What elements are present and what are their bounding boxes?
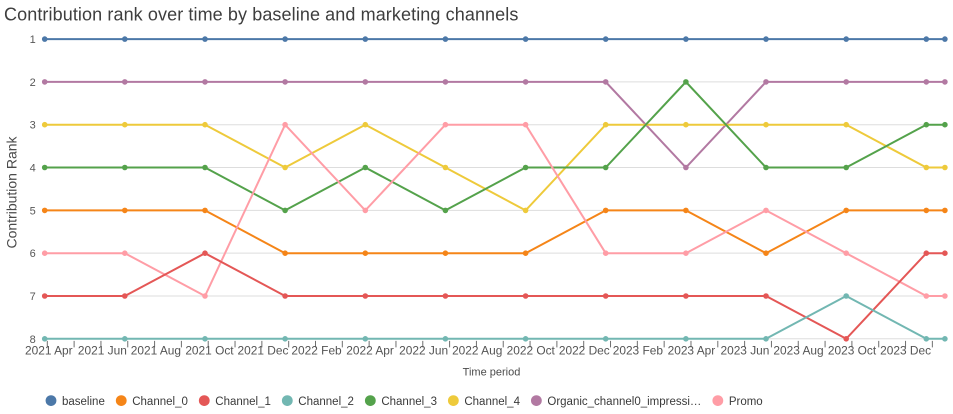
- svg-text:Contribution rank over time by: Contribution rank over time by baseline …: [4, 5, 518, 25]
- svg-text:7: 7: [30, 291, 36, 303]
- svg-text:1: 1: [30, 34, 36, 46]
- svg-text:2023 Apr: 2023 Apr: [668, 343, 716, 357]
- svg-text:5: 5: [30, 205, 36, 217]
- svg-text:2022 Jun: 2022 Jun: [399, 343, 448, 357]
- svg-text:Time period: Time period: [463, 367, 521, 379]
- svg-text:2022 Aug: 2022 Aug: [452, 343, 502, 357]
- svg-text:Contribution Rank: Contribution Rank: [4, 135, 20, 248]
- svg-text:6: 6: [30, 248, 36, 260]
- svg-text:2023 Aug: 2023 Aug: [773, 343, 823, 357]
- svg-text:Organic_channel0_impressi…: Organic_channel0_impressi…: [547, 396, 701, 408]
- svg-text:2021 Oct: 2021 Oct: [185, 343, 234, 357]
- svg-text:baseline: baseline: [62, 396, 105, 408]
- svg-text:8: 8: [30, 334, 36, 346]
- svg-text:2022 Feb: 2022 Feb: [291, 343, 342, 357]
- svg-text:2021 Dec: 2021 Dec: [238, 343, 289, 357]
- svg-text:2023 Feb: 2023 Feb: [613, 343, 664, 357]
- svg-text:2: 2: [30, 77, 36, 89]
- svg-text:2021 Jun: 2021 Jun: [78, 343, 127, 357]
- svg-text:Channel_0: Channel_0: [132, 396, 188, 408]
- svg-text:Promo: Promo: [729, 396, 763, 408]
- svg-text:2021 Apr: 2021 Apr: [25, 343, 73, 357]
- svg-text:Channel_3: Channel_3: [381, 396, 437, 408]
- svg-text:Channel_2: Channel_2: [298, 396, 354, 408]
- svg-text:2022 Oct: 2022 Oct: [507, 343, 556, 357]
- svg-text:Channel_1: Channel_1: [215, 396, 271, 408]
- svg-text:2022 Apr: 2022 Apr: [346, 343, 394, 357]
- svg-text:4: 4: [30, 163, 36, 175]
- svg-text:2023 Oct: 2023 Oct: [828, 343, 877, 357]
- svg-text:2021 Aug: 2021 Aug: [131, 343, 181, 357]
- svg-text:2023 Dec: 2023 Dec: [880, 343, 931, 357]
- svg-text:3: 3: [30, 120, 36, 132]
- svg-text:Channel_4: Channel_4: [464, 396, 520, 408]
- svg-text:2022 Dec: 2022 Dec: [559, 343, 610, 357]
- svg-text:2023 Jun: 2023 Jun: [720, 343, 769, 357]
